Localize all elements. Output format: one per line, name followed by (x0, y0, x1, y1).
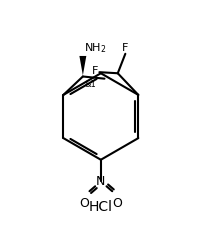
Text: O: O (112, 196, 122, 209)
Text: F: F (92, 66, 98, 76)
Text: NH$_2$: NH$_2$ (84, 41, 106, 55)
Text: F: F (122, 43, 129, 53)
Text: &1: &1 (85, 80, 96, 89)
Polygon shape (79, 56, 86, 75)
Text: O: O (80, 196, 90, 209)
Text: N: N (96, 175, 106, 188)
Text: HCl: HCl (89, 200, 113, 214)
